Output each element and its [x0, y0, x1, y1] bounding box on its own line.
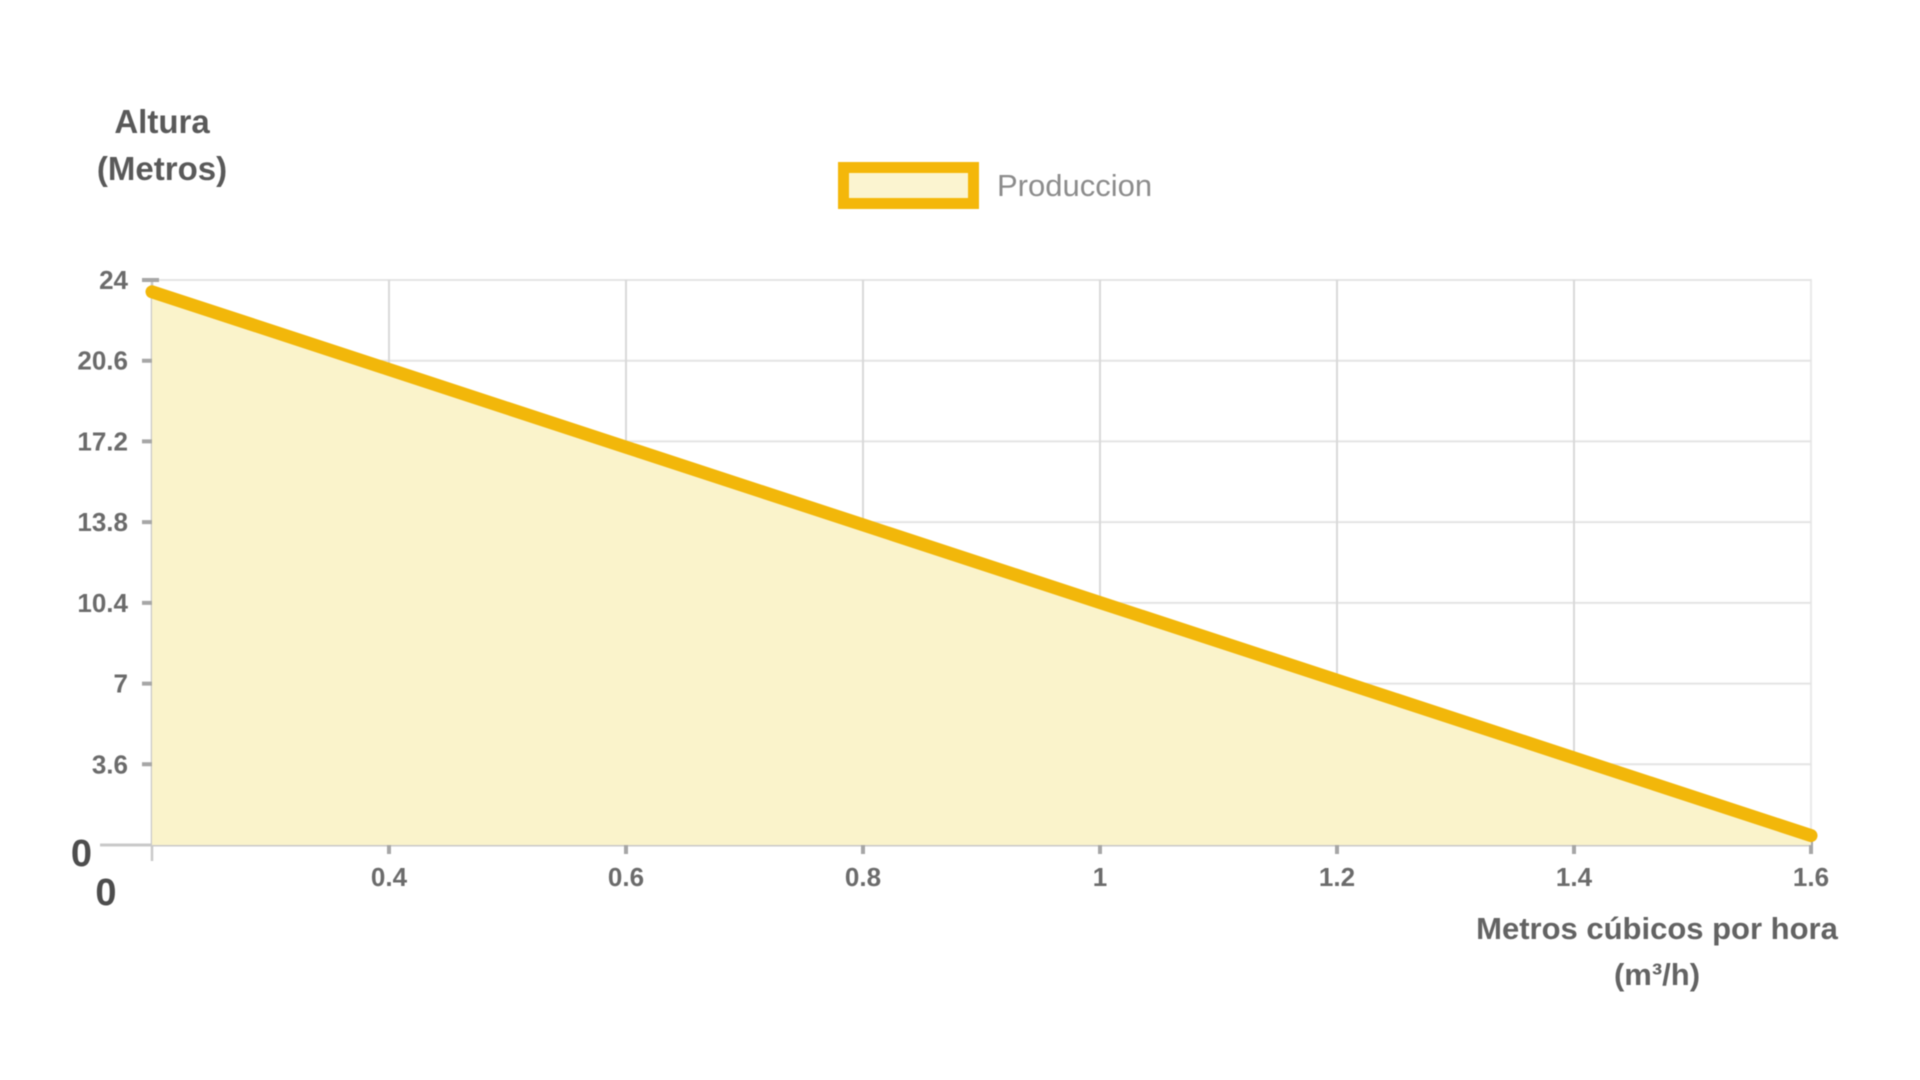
y-axis-title: Altura (Metros)	[58, 98, 266, 192]
x-axis-title-line2: (m³/h)	[1613, 957, 1701, 992]
svg-text:7: 7	[114, 669, 128, 699]
svg-text:0: 0	[95, 872, 116, 914]
svg-text:0.6: 0.6	[608, 862, 644, 892]
y-axis-title-line2: (Metros)	[96, 150, 228, 187]
x-axis-title-line1: Metros cúbicos por hora	[1476, 911, 1838, 946]
svg-text:0.4: 0.4	[371, 862, 408, 892]
svg-text:0: 0	[71, 833, 92, 875]
legend-label-produccion: Produccion	[997, 167, 1153, 203]
svg-text:1.2: 1.2	[1319, 862, 1355, 892]
svg-text:1: 1	[1093, 862, 1107, 892]
svg-text:17.2: 17.2	[77, 426, 128, 456]
svg-text:13.8: 13.8	[77, 507, 128, 537]
svg-text:10.4: 10.4	[77, 588, 128, 618]
y-axis-title-line1: Altura	[114, 103, 210, 140]
legend: Produccion	[838, 162, 1152, 209]
svg-text:3.6: 3.6	[92, 749, 128, 779]
x-axis-title: Metros cúbicos por hora (m³/h)	[1407, 906, 1907, 998]
legend-swatch-produccion	[838, 162, 979, 209]
svg-text:20.6: 20.6	[77, 346, 128, 376]
svg-text:1.6: 1.6	[1793, 862, 1829, 892]
svg-text:24: 24	[99, 265, 128, 295]
svg-text:0.8: 0.8	[845, 862, 881, 892]
svg-text:1.4: 1.4	[1556, 862, 1593, 892]
